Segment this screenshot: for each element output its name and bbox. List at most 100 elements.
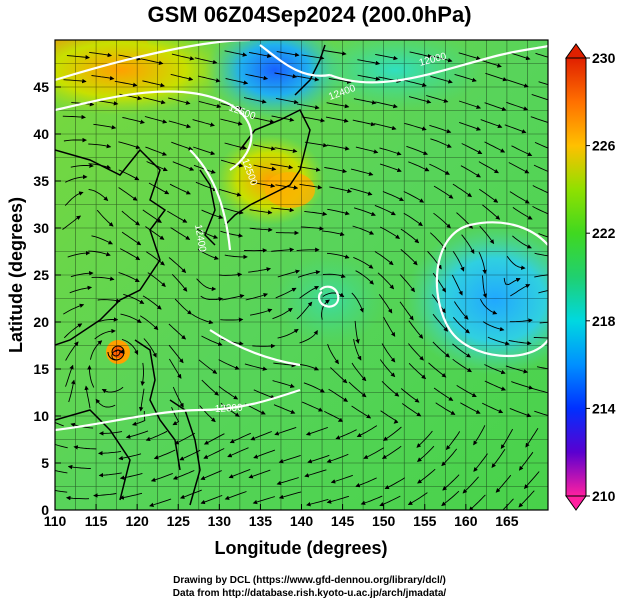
- streamline: [374, 123, 397, 131]
- streamline: [330, 367, 348, 384]
- streamline: [146, 161, 168, 172]
- streamline: [118, 169, 140, 181]
- streamline: [403, 191, 425, 203]
- streamline: [249, 209, 273, 215]
- streamline: [480, 119, 503, 128]
- streamline: [224, 50, 248, 57]
- streamline: [355, 146, 379, 154]
- streamline: [442, 474, 460, 491]
- streamline: [229, 432, 251, 444]
- streamline: [248, 469, 271, 479]
- streamline: [530, 116, 548, 125]
- streamline: [142, 80, 165, 88]
- streamline: [272, 380, 295, 388]
- graticule: [55, 40, 548, 510]
- streamline: [356, 425, 378, 438]
- streamline: [480, 298, 498, 315]
- streamline: [326, 252, 350, 259]
- streamline: [524, 471, 540, 489]
- colorbar-tick-label: 218: [592, 313, 616, 329]
- streamline: [172, 161, 195, 171]
- streamline: [201, 209, 224, 219]
- streamline: [432, 272, 446, 293]
- svg-text:12300: 12300: [215, 403, 244, 415]
- streamline: [503, 277, 521, 285]
- streamline: [382, 191, 404, 202]
- colorbar-tick-label: 222: [592, 225, 616, 241]
- streamline: [91, 75, 115, 81]
- y-tick-label: 40: [33, 126, 49, 142]
- streamline: [145, 430, 168, 442]
- streamline: [296, 301, 313, 320]
- streamline: [169, 358, 182, 379]
- streamline: [326, 495, 350, 504]
- streamline: [64, 191, 84, 206]
- streamline: [253, 164, 277, 172]
- streamline: [400, 388, 420, 403]
- streamline: [305, 426, 328, 436]
- streamline: [384, 477, 406, 490]
- streamline: [518, 451, 534, 471]
- streamline: [451, 274, 463, 296]
- streamline: [452, 183, 473, 198]
- streamline: [200, 295, 224, 302]
- streamline: [473, 425, 486, 446]
- streamline: [220, 230, 244, 238]
- streamline: [416, 430, 433, 448]
- streamline: [351, 292, 364, 313]
- streamline: [327, 208, 350, 216]
- streamline: [299, 183, 323, 190]
- y-tick-label: 25: [33, 267, 49, 283]
- streamline: [495, 474, 512, 493]
- streamline: [221, 206, 244, 215]
- streamline: [271, 115, 295, 122]
- streamline: [350, 187, 373, 196]
- streamline: [203, 448, 225, 459]
- streamline: [94, 328, 116, 340]
- streamline: [374, 251, 394, 266]
- streamline: [148, 182, 170, 195]
- streamline: [277, 269, 301, 278]
- streamline: [491, 448, 506, 468]
- streamline: [357, 59, 381, 66]
- streamline: [245, 293, 269, 301]
- streamline: [244, 97, 267, 104]
- streamline: [460, 402, 481, 414]
- streamline: [119, 492, 143, 500]
- streamline: [66, 55, 90, 60]
- streamline: [274, 426, 297, 436]
- streamline: [248, 267, 272, 273]
- credit-drawing: Drawing by DCL (https://www.gfd-dennou.o…: [173, 575, 446, 586]
- streamline: [171, 53, 195, 61]
- streamline: [408, 96, 432, 104]
- streamline: [478, 161, 499, 174]
- streamline: [304, 210, 328, 217]
- streamline: [153, 449, 176, 460]
- streamline: [482, 204, 501, 220]
- streamline: [91, 276, 115, 281]
- streamline: [88, 188, 109, 202]
- x-tick-label: 110: [44, 513, 67, 529]
- streamline: [171, 273, 188, 292]
- streamline: [538, 81, 548, 86]
- streamline: [303, 382, 325, 393]
- colorbar-scale: [565, 57, 587, 497]
- streamline: [479, 59, 502, 68]
- streamline: [534, 252, 548, 257]
- streamline: [275, 97, 299, 105]
- streamline: [302, 116, 326, 123]
- streamline: [171, 407, 180, 426]
- y-tick-label: 0: [41, 502, 49, 518]
- streamline: [248, 51, 272, 59]
- streamline: [167, 210, 188, 223]
- streamline: [194, 57, 218, 65]
- streamline: [429, 163, 450, 175]
- streamline: [168, 344, 184, 364]
- streamline: [429, 124, 452, 134]
- streamline: [538, 290, 548, 294]
- streamline: [456, 385, 477, 397]
- streamline: [70, 163, 94, 168]
- streamline: [220, 402, 240, 417]
- streamline: [97, 298, 121, 303]
- streamline: [171, 141, 194, 151]
